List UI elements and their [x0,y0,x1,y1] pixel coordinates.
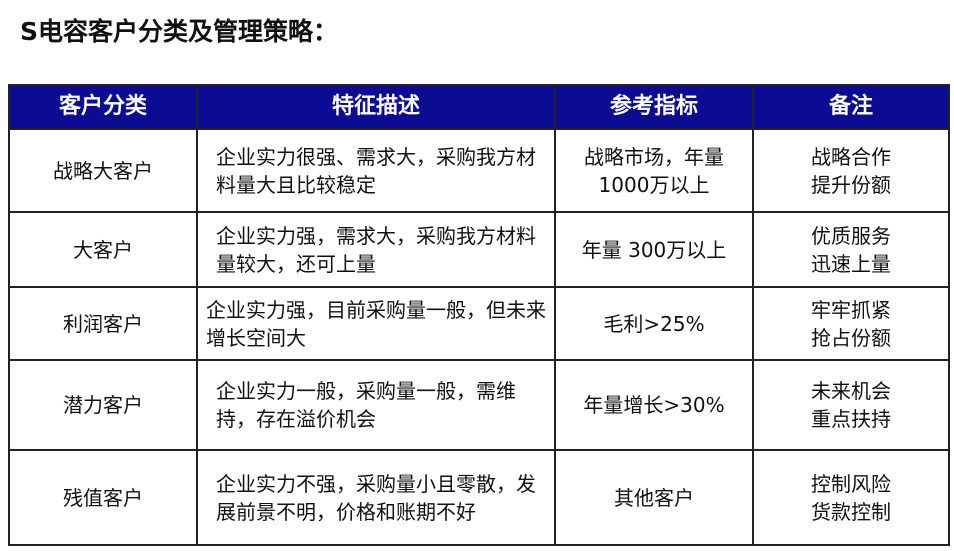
note-line: 未来机会 [811,379,891,403]
note-line: 重点扶持 [811,407,891,431]
description-cell: 企业实力强，需求大，采购我方材料量较大，还可上量 [196,211,556,288]
indicator-cell: 年量增长>30% [554,359,754,451]
indicator-cell: 年量 300万以上 [554,211,754,288]
description-cell: 企业实力一般，采购量一般，需维持，存在溢价机会 [196,359,556,451]
category-cell: 战略大客户 [8,128,198,213]
table-row: 残值客户 企业实力不强，采购量小且零散，发展前景不明，价格和账期不好 其他客户 … [8,449,950,546]
header-category: 客户分类 [8,84,198,130]
description-cell: 企业实力不强，采购量小且零散，发展前景不明，价格和账期不好 [196,449,556,546]
indicator-cell: 毛利>25% [554,286,754,361]
header-note: 备注 [752,84,950,130]
note-line: 抢占份额 [811,325,891,350]
header-indicator: 参考指标 [554,84,754,130]
table-row: 潜力客户 企业实力一般，采购量一般，需维持，存在溢价机会 年量增长>30% 未来… [8,359,950,451]
note-line: 战略合作 [811,144,891,169]
table-header-row: 客户分类 特征描述 参考指标 备注 [8,84,950,130]
category-cell: 大客户 [8,211,198,288]
note-line: 优质服务 [811,223,891,248]
category-cell: 残值客户 [8,449,198,546]
table-row: 战略大客户 企业实力很强、需求大，采购我方材料量大且比较稳定 战略市场，年量10… [8,128,950,213]
category-cell: 利润客户 [8,286,198,361]
table-row: 利润客户 企业实力强，目前采购量一般，但未来增长空间大 毛利>25% 牢牢抓紧抢… [8,286,950,361]
description-cell: 企业实力强，目前采购量一般，但未来增长空间大 [196,286,556,361]
description-cell: 企业实力很强、需求大，采购我方材料量大且比较稳定 [196,128,556,213]
note-line: 迅速上量 [811,251,891,276]
category-cell: 潜力客户 [8,359,198,451]
page-title: S电容客户分类及管理策略： [20,17,339,46]
header-description: 特征描述 [196,84,556,130]
note-cell: 控制风险 货款控制 [752,449,950,546]
note-cell: 未来机会 重点扶持 [752,359,950,451]
note-line: 牢牢抓紧 [811,297,891,322]
note-cell: 战略合作 提升份额 [752,128,950,213]
customer-classification-table: 客户分类 特征描述 参考指标 备注 战略大客户 企业实力很强、需求大，采购我方材… [8,84,950,546]
indicator-cell: 其他客户 [554,449,754,546]
indicator-cell: 战略市场，年量1000万以上 [554,128,754,213]
note-line: 控制风险 [811,471,891,496]
table-row: 大客户 企业实力强，需求大，采购我方材料量较大，还可上量 年量 300万以上 优… [8,211,950,288]
note-line: 提升份额 [811,172,891,197]
note-cell: 优质服务 迅速上量 [752,211,950,288]
note-line: 货款控制 [811,499,891,524]
note-cell: 牢牢抓紧 抢占份额 [752,286,950,361]
